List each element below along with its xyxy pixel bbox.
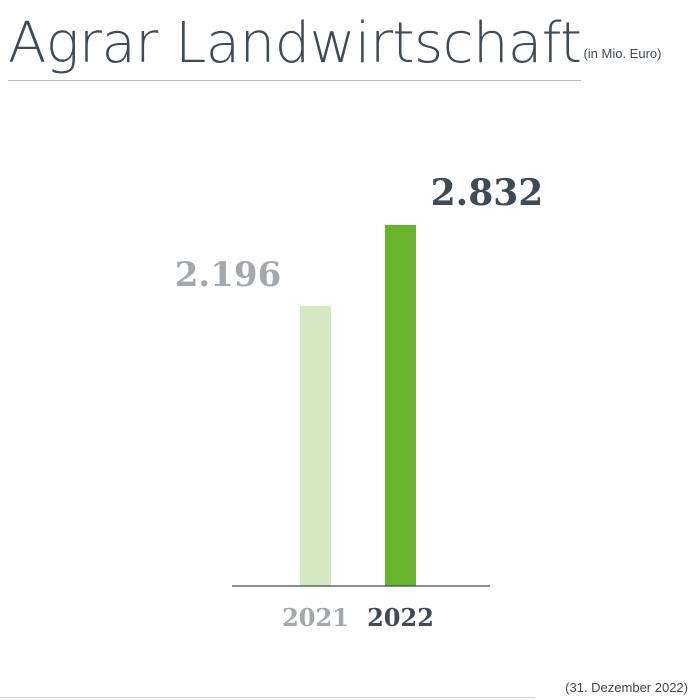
footnote-date: (31. Dezember 2022) [565,680,688,695]
bar-2021 [300,306,331,586]
category-label-2021: 2021 [282,603,349,632]
value-label-2022: 2.832 [431,172,544,214]
unit-label: (in Mio. Euro) [583,46,662,61]
footnote-divider [0,697,535,698]
chart-title: Agrar Landwirtschaft [8,8,582,81]
value-label-2021: 2.196 [175,255,281,295]
category-label-2022: 2022 [367,603,434,632]
bar-2022 [385,225,416,586]
title-row: Agrar Landwirtschaft (in Mio. Euro) [8,8,661,81]
